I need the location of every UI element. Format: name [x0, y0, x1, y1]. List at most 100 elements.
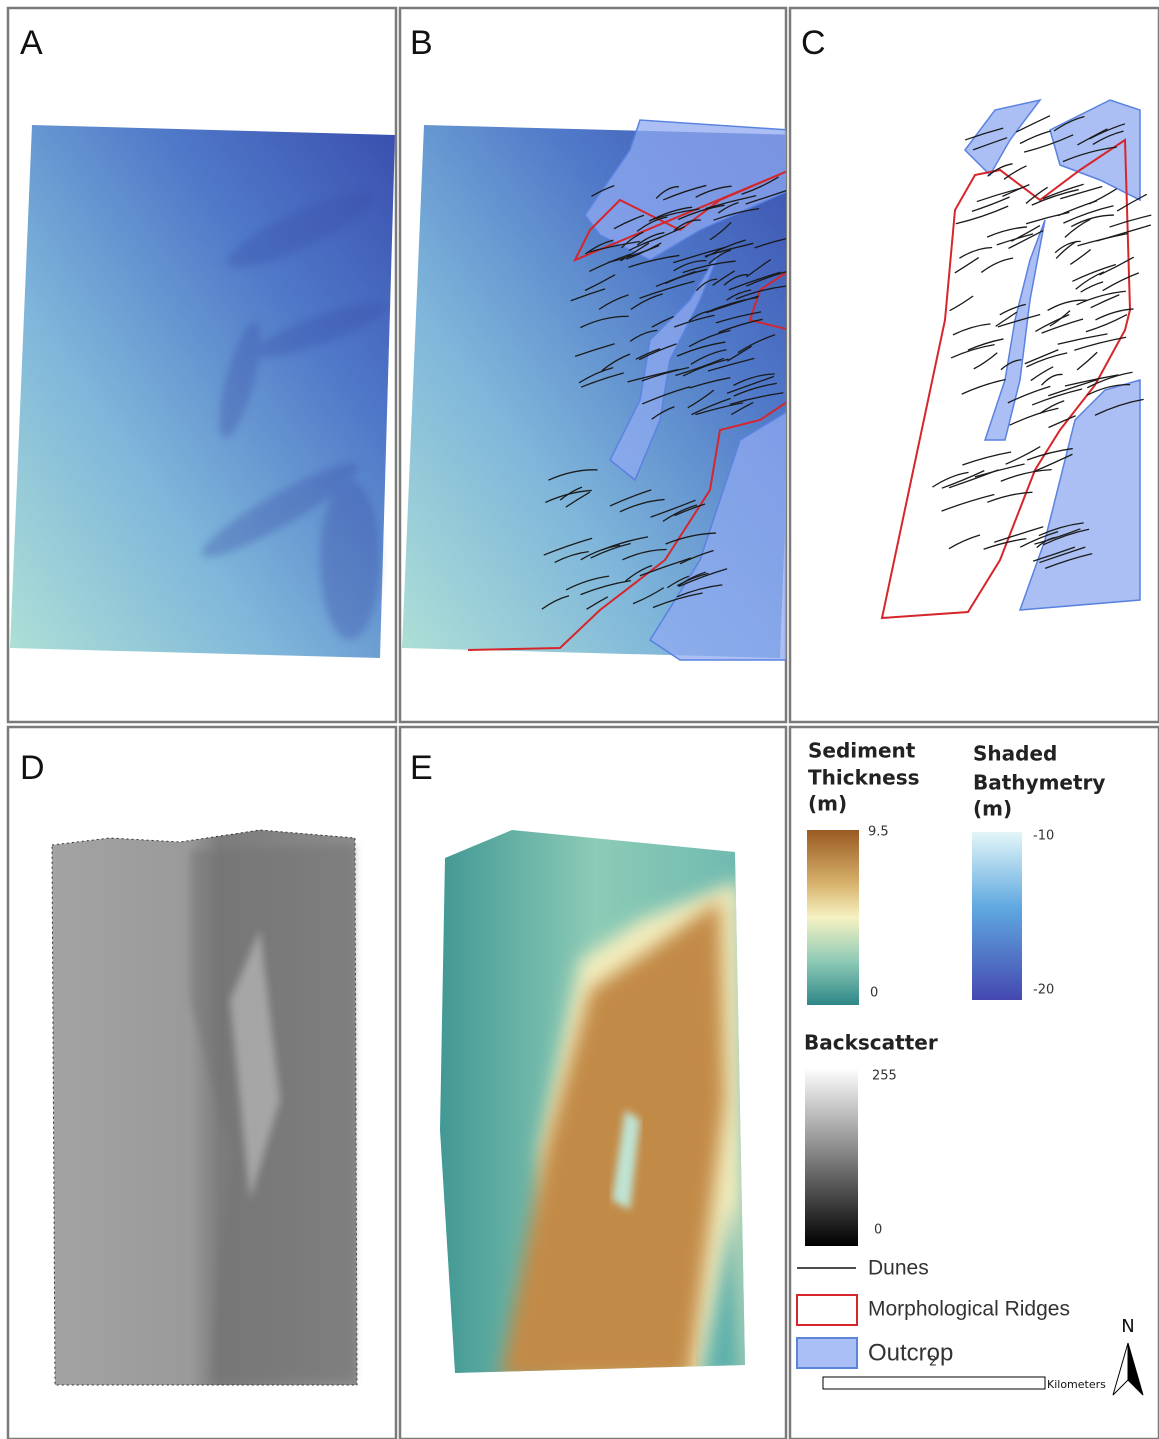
dune-line — [1032, 546, 1076, 562]
dune-line — [1054, 240, 1081, 254]
dune-line — [628, 254, 680, 268]
dune-line — [961, 378, 1006, 395]
dune-line — [609, 489, 652, 507]
dune-line — [1044, 553, 1093, 570]
dune-line — [630, 293, 663, 311]
legend-title: Bathymetry — [973, 771, 1105, 795]
dune-line — [1062, 146, 1117, 163]
dune-line — [1092, 130, 1124, 146]
dune-line — [580, 372, 624, 388]
dune-line — [1025, 186, 1048, 205]
dune-line — [1041, 373, 1063, 386]
dune-line — [598, 294, 629, 310]
dune-line — [689, 377, 731, 389]
dune-line — [591, 185, 615, 197]
dune-line — [730, 401, 754, 416]
bar-label: 0 — [870, 986, 878, 1001]
dune-line — [641, 366, 690, 382]
dune-line — [586, 240, 640, 254]
bar-label: -10 — [1033, 829, 1054, 844]
dune-line — [565, 491, 591, 508]
dune-line — [729, 392, 784, 405]
dune-line — [678, 571, 706, 587]
dune-line — [580, 544, 621, 561]
dune-line — [675, 357, 725, 377]
backscatter-map — [51, 829, 358, 1386]
dune-line — [1009, 407, 1059, 426]
dune-line — [627, 368, 679, 383]
north-arrow — [1112, 1342, 1129, 1396]
dune-line — [746, 271, 786, 287]
dune-line — [706, 295, 760, 314]
dune-line — [641, 386, 691, 405]
dune-line — [726, 375, 775, 394]
dune-line — [950, 344, 995, 359]
dune-line — [1030, 366, 1054, 382]
dune-line — [1034, 528, 1081, 545]
dune-line — [674, 503, 706, 517]
dune-line — [1088, 188, 1117, 205]
dune-line — [691, 397, 731, 416]
legend: Sediment Thickness (m) 9.5 0 Shaded Bath… — [796, 739, 1144, 1396]
dune-line — [754, 238, 786, 249]
dune-line — [628, 236, 662, 252]
dune-line — [723, 274, 748, 286]
dune-line — [662, 504, 698, 522]
dune-line — [1077, 232, 1128, 247]
dune-line — [987, 491, 1033, 503]
dune-line — [1019, 530, 1059, 548]
dune-line — [726, 289, 752, 301]
dune-line — [949, 295, 974, 312]
legend-title: Backscatter — [804, 1031, 938, 1055]
dune-line — [948, 469, 999, 489]
dune-line — [636, 232, 665, 246]
dune-line — [574, 343, 615, 357]
panel-frame — [398, 725, 788, 1439]
dune-line — [1033, 453, 1073, 473]
panel-frame — [788, 725, 1159, 1439]
dune-line — [1026, 352, 1068, 368]
legend-title: (m) — [973, 797, 1012, 821]
dune-line — [690, 349, 727, 365]
dune-line — [673, 219, 701, 232]
north-label: N — [1121, 1316, 1134, 1337]
dune-line — [745, 190, 786, 205]
dune-line — [636, 216, 668, 232]
dune-line — [1064, 218, 1091, 238]
dune-line — [580, 315, 629, 329]
dune-line — [1035, 314, 1070, 332]
scale-bar — [822, 1376, 1046, 1390]
legend-item: Outcrop — [868, 1339, 953, 1366]
dune-line — [1000, 359, 1022, 371]
panel-frame — [788, 6, 1159, 724]
dune-line — [737, 334, 776, 354]
dune-line — [1003, 165, 1027, 180]
dune-line — [1039, 546, 1086, 564]
dune-line — [1069, 248, 1092, 265]
dune-line — [650, 499, 696, 518]
dune-line — [548, 469, 598, 481]
dune-line — [987, 163, 1013, 177]
dune-line — [1090, 294, 1120, 309]
dune-line — [589, 253, 631, 273]
dune-line — [1102, 272, 1140, 292]
dune-line — [1116, 193, 1148, 212]
dune-line — [1094, 398, 1144, 416]
dune-line — [1015, 115, 1051, 133]
dune-line — [1039, 400, 1065, 415]
dune-line — [1047, 299, 1088, 312]
dune-line — [971, 196, 1010, 212]
dune-line — [1085, 314, 1128, 333]
panel-label: A — [20, 24, 43, 62]
dune-line — [1042, 528, 1090, 546]
dune-line — [676, 341, 726, 357]
panel-label: E — [410, 749, 433, 787]
dune-line — [973, 352, 998, 370]
dune-line — [1053, 115, 1085, 132]
dune-line — [967, 338, 1004, 351]
dune-line — [1031, 188, 1079, 206]
dune-line — [1023, 134, 1074, 153]
dune-line — [718, 318, 763, 334]
dune-line — [1064, 374, 1119, 387]
